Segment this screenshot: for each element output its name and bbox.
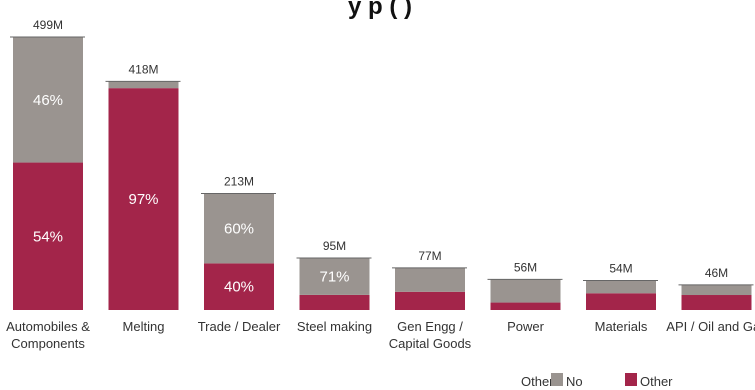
category-label: Materials [595, 319, 648, 334]
category-label: Power [507, 319, 545, 334]
category-label: API / Oil and Gas [666, 319, 755, 334]
bar-4: 77M [392, 249, 467, 310]
legend-item-other-no: Other No [521, 373, 583, 389]
category-label: Gen Engg / Capital Goods [389, 319, 472, 351]
bar-segment-other-no [490, 279, 561, 303]
bar-segment-other-no [681, 284, 752, 296]
bar-total-label: 95M [323, 239, 346, 253]
segment-percent-label: 60% [224, 220, 254, 237]
legend-label-suffix: No [566, 374, 583, 389]
bar-segment-other [13, 162, 83, 310]
bar-segment-other-no [299, 258, 370, 295]
bar-segment-other [586, 293, 656, 310]
segment-percent-label: 46% [33, 92, 63, 109]
bar-total-label: 499M [33, 18, 63, 32]
segment-percent-label: 40% [224, 279, 254, 296]
legend-swatch [625, 373, 637, 386]
segment-percent-label: 54% [33, 228, 63, 245]
chart-title: y p ( ) [348, 0, 412, 20]
bar-total-label: 56M [514, 260, 537, 274]
legend: Other No Other [521, 373, 673, 389]
legend-label: Other [640, 374, 673, 389]
legend-item-other: Other [625, 373, 673, 389]
bar-7: 46M [678, 266, 754, 310]
category-labels: Automobiles & Components Melting Trade / De… [6, 319, 755, 351]
bar-1: 97% 418M [105, 62, 181, 310]
bar-total-label: 213M [224, 174, 254, 188]
segment-percent-label: 97% [128, 191, 158, 208]
legend-swatch [551, 373, 563, 386]
bars-group: 54% 46% 499M 97% 418M 40% 60% 213M 71% 95M 77M 56M 5… [10, 18, 754, 310]
bar-segment-other [395, 291, 465, 310]
bar-segment-other [681, 295, 752, 310]
bar-segment-other [490, 302, 561, 310]
bar-total-label: 54M [609, 261, 632, 275]
bar-total-label: 46M [705, 266, 728, 280]
bar-total-label: 77M [418, 249, 441, 263]
bar-segment-other-no [204, 193, 274, 264]
legend-label: Other [521, 374, 554, 389]
bar-segment-other-no [586, 280, 656, 294]
category-label: Steel making [297, 319, 372, 334]
bar-2: 40% 60% 213M [201, 174, 276, 310]
bar-segment-other-no [395, 267, 465, 292]
bar-total-label: 418M [128, 62, 158, 76]
bar-6: 54M [583, 261, 658, 310]
bar-segment-other-no [13, 37, 83, 163]
bar-segment-other [204, 263, 274, 310]
bar-segment-other-no [108, 81, 179, 89]
bar-segment-other [299, 294, 370, 310]
bar-5: 56M [487, 260, 563, 310]
bar-0: 54% 46% 499M [10, 18, 85, 310]
category-label: Trade / Dealer [198, 319, 281, 334]
bar-segment-other [108, 88, 179, 310]
segment-percent-label: 71% [319, 268, 349, 285]
bar-3: 71% 95M [296, 239, 372, 310]
category-label: Melting [123, 319, 165, 334]
category-label: Automobiles & Components [6, 319, 90, 351]
